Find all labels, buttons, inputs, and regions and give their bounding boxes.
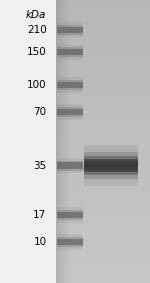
Bar — [57, 160, 82, 171]
Bar — [57, 207, 82, 223]
Text: 150: 150 — [27, 47, 46, 57]
Bar — [57, 25, 82, 35]
Bar — [84, 162, 138, 170]
Bar — [57, 27, 82, 33]
Bar — [84, 152, 138, 179]
Bar — [57, 162, 82, 169]
Bar — [57, 109, 82, 115]
Bar — [57, 47, 82, 57]
Bar — [57, 234, 82, 250]
Bar — [57, 49, 82, 55]
Text: 35: 35 — [33, 160, 46, 171]
Bar — [57, 158, 82, 173]
Bar — [57, 77, 82, 93]
Bar — [57, 80, 82, 90]
Text: kDa: kDa — [26, 10, 46, 20]
Text: 17: 17 — [33, 210, 46, 220]
Bar — [57, 237, 82, 247]
Bar — [57, 212, 82, 218]
Bar — [84, 159, 138, 172]
Bar — [84, 145, 138, 186]
Bar — [57, 22, 82, 37]
Bar — [84, 156, 138, 175]
Bar — [57, 210, 82, 220]
Bar — [57, 82, 82, 88]
Bar — [57, 239, 82, 245]
Bar — [57, 107, 82, 117]
Text: 210: 210 — [27, 25, 46, 35]
Bar — [57, 44, 82, 60]
Bar — [57, 104, 82, 119]
Bar — [84, 163, 138, 168]
Bar — [0, 0, 56, 283]
Text: 70: 70 — [33, 107, 46, 117]
Text: 10: 10 — [33, 237, 46, 247]
Text: 100: 100 — [27, 80, 46, 90]
